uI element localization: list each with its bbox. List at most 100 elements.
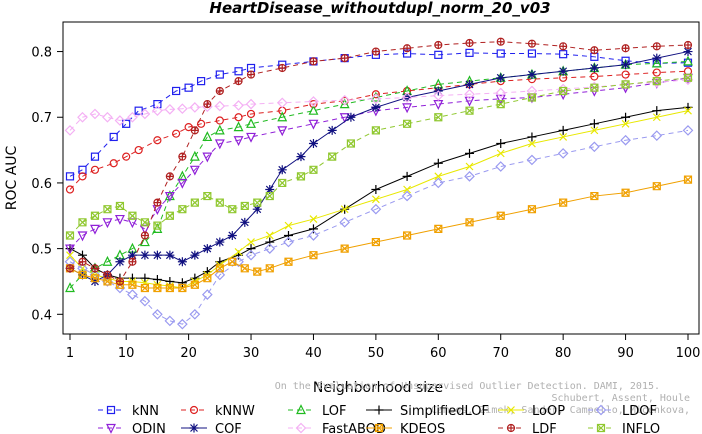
data-point-ldof (651, 130, 663, 141)
data-point-cof (265, 184, 275, 194)
data-point-ldof (464, 171, 475, 182)
x-tick-label: 30 (243, 346, 260, 361)
data-point-loop (465, 162, 474, 171)
legend-marker (189, 423, 199, 433)
data-point-ldof (495, 161, 507, 172)
data-point-fastabod (139, 108, 151, 120)
data-point-inflo (78, 218, 87, 227)
data-point-inflo (621, 80, 630, 89)
data-point-ldof (214, 269, 226, 281)
data-point-inflo (652, 77, 661, 86)
data-point-ldof (164, 315, 176, 327)
data-point-ldf (621, 44, 630, 53)
data-point-cof (496, 73, 506, 83)
data-point-loop (434, 172, 443, 181)
data-point-ldof (339, 216, 351, 228)
data-point-ldof (283, 236, 294, 248)
y-tick-label: 0.5 (31, 243, 52, 258)
data-point-ldf (115, 277, 125, 286)
data-point-knn (496, 49, 505, 58)
series-inflo (65, 73, 693, 240)
data-point-fastabod (233, 100, 244, 111)
legend-marker (106, 423, 116, 434)
data-point-loop (265, 231, 274, 240)
watermark-line: Schubert, Assent, Houle (552, 393, 690, 404)
data-point-loop (66, 251, 74, 260)
data-point-fastabod (64, 125, 76, 136)
data-point-knn (234, 67, 243, 76)
data-point-fastabod (401, 92, 413, 103)
data-point-cof (202, 244, 212, 254)
legend-label: FastABOD (322, 422, 386, 434)
data-point-kdeos (265, 264, 274, 273)
data-point-ldf (178, 152, 187, 161)
data-point-inflo (65, 231, 75, 240)
data-point-odin (102, 218, 113, 229)
data-point-kdeos (590, 191, 599, 201)
data-point-cof (115, 257, 125, 267)
data-point-simplifiedlof (371, 184, 381, 194)
data-point-loop (528, 139, 536, 148)
data-point-ldof (189, 308, 201, 320)
data-point-ldf (153, 198, 162, 207)
data-point-inflo (402, 119, 412, 128)
data-point-fastabod (189, 102, 201, 113)
data-point-lof (308, 104, 319, 115)
data-point-cof (589, 63, 599, 73)
data-point-kdeos (178, 283, 187, 293)
plot-area (62, 21, 700, 335)
data-point-inflo (434, 113, 443, 122)
data-point-loop (684, 106, 692, 115)
legend-item-cof: COF (181, 422, 242, 434)
data-point-ldf (465, 38, 474, 48)
data-point-fastabod (526, 85, 538, 97)
data-point-cof (527, 70, 537, 80)
data-point-kdeos (284, 257, 293, 266)
data-point-inflo (253, 198, 262, 207)
data-point-simplifiedlof (652, 106, 662, 116)
data-point-ldf (371, 47, 380, 56)
data-point-lof (233, 121, 244, 132)
data-point-inflo (328, 152, 337, 161)
data-point-inflo (527, 93, 537, 102)
data-point-ldf (683, 40, 693, 50)
data-point-cof (465, 79, 475, 89)
data-point-fastabod (77, 111, 88, 123)
legend-marker (506, 423, 516, 433)
data-point-fastabod (152, 105, 163, 117)
data-point-knnw (590, 72, 599, 81)
data-point-kdeos (683, 175, 693, 184)
data-point-kdeos (203, 274, 212, 283)
data-point-inflo (103, 205, 112, 214)
data-point-cof (277, 165, 287, 175)
data-point-odin (89, 224, 100, 235)
data-point-ldof (127, 289, 138, 300)
data-point-simplifiedlof (589, 119, 599, 129)
data-point-inflo (683, 73, 693, 82)
data-point-cof (152, 250, 162, 260)
x-tick-label: 10 (118, 346, 135, 361)
data-point-loop (247, 238, 255, 246)
legend-label: kNN (132, 404, 159, 419)
data-point-knnw (134, 145, 143, 155)
data-point-fastabod (339, 94, 351, 106)
data-point-knnw (65, 185, 75, 194)
data-point-simplifiedlof (152, 274, 162, 284)
legend-item-knn: kNN (98, 404, 159, 419)
data-point-fastabod (127, 111, 138, 123)
data-point-odin (433, 100, 444, 110)
data-point-loop (371, 195, 380, 204)
data-point-cof (296, 152, 306, 162)
data-point-cof (346, 112, 356, 122)
data-point-ldof (308, 230, 319, 241)
data-point-simplifiedlof (402, 171, 412, 181)
data-point-simplifiedlof (558, 125, 568, 135)
data-point-odin (177, 178, 188, 189)
data-point-inflo (128, 211, 137, 220)
data-point-knn (527, 49, 537, 58)
legend-label: LOF (322, 404, 347, 419)
data-point-knnw (196, 119, 206, 128)
x-axis: 1 10 20 30 40 50 60 70 80 90 100 (66, 334, 700, 361)
x-tick-label: 60 (430, 346, 447, 361)
data-point-knn (184, 83, 193, 92)
